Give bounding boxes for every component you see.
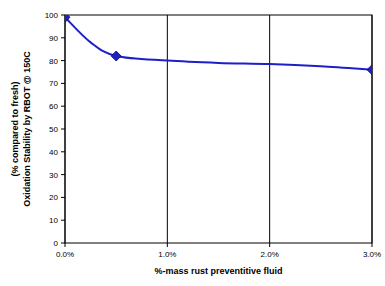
y-tick <box>61 174 65 175</box>
y-tick <box>61 151 65 152</box>
y-tick <box>61 197 65 198</box>
chart-container: 0.0% 1.0% 2.0% 3.0% 0 10 20 30 40 50 60 70 80 90 100 %-… <box>0 0 385 286</box>
plot-frame <box>65 15 372 243</box>
y-tick-label: 70 <box>49 79 58 88</box>
x-axis-title: %-mass rust preventitive fluid <box>154 266 282 276</box>
x-tick <box>65 243 66 247</box>
y-axis-title: Oxidation Stability by RBOT @ 150C <box>22 51 32 207</box>
x-tick <box>167 243 168 247</box>
y-tick-label: 100 <box>45 11 59 20</box>
y-tick-label: 80 <box>49 57 58 66</box>
x-tick-label: 1.0% <box>158 250 176 259</box>
y-tick-label: 30 <box>49 171 58 180</box>
y-tick <box>61 106 65 107</box>
x-tick <box>269 243 270 247</box>
x-tick-label: 3.0% <box>363 250 381 259</box>
x-grid-line <box>167 15 168 243</box>
y-tick-label: 60 <box>49 102 58 111</box>
y-tick-label: 90 <box>49 34 58 43</box>
y-tick-label: 0 <box>54 239 59 248</box>
y-tick-label: 50 <box>49 125 58 134</box>
y-tick <box>61 83 65 84</box>
y-tick <box>61 15 65 16</box>
y-tick <box>61 60 65 61</box>
data-point <box>111 51 121 61</box>
y-tick <box>61 129 65 130</box>
plot-data <box>65 15 372 75</box>
y-axis-title: (% compared to fresh) <box>10 81 20 176</box>
series-line <box>65 17 372 69</box>
y-tick <box>61 243 65 244</box>
y-tick <box>61 220 65 221</box>
data-point <box>367 65 372 75</box>
x-tick-label: 2.0% <box>261 250 279 259</box>
chart-svg: 0.0% 1.0% 2.0% 3.0% 0 10 20 30 40 50 60 70 80 90 100 %-… <box>0 0 385 286</box>
data-point <box>65 15 70 22</box>
x-tick-label: 0.0% <box>56 250 74 259</box>
y-tick-label: 40 <box>49 148 58 157</box>
y-tick-label: 20 <box>49 193 58 202</box>
y-tick <box>61 37 65 38</box>
y-tick-label: 10 <box>49 216 58 225</box>
x-grid-line <box>269 15 270 243</box>
x-tick <box>372 243 373 247</box>
